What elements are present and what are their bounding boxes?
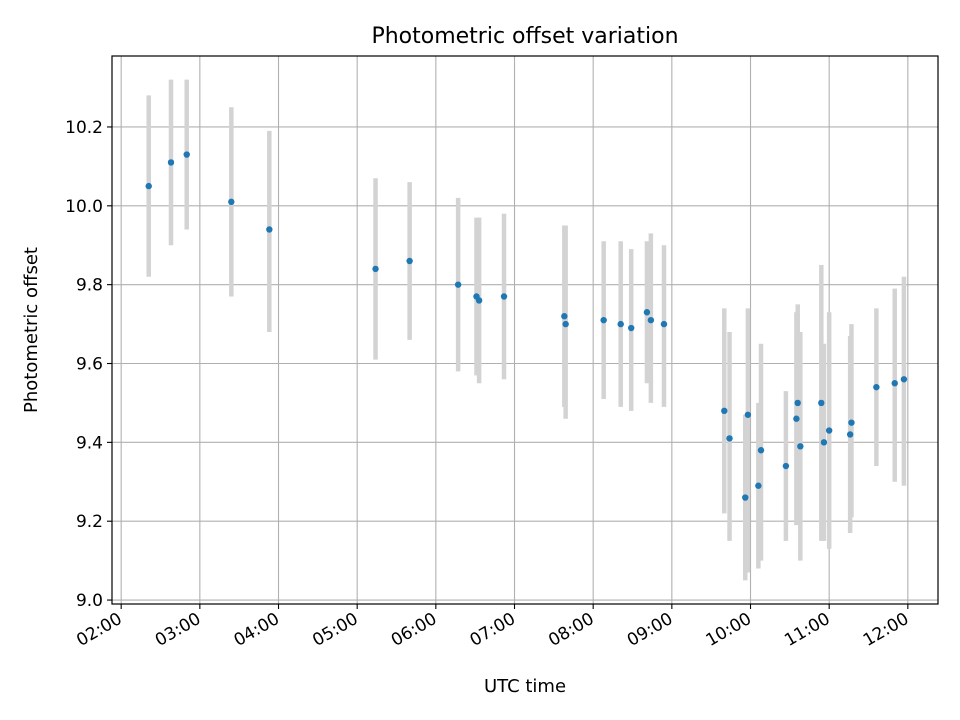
y-tick-label: 9.8 — [76, 276, 103, 296]
data-point — [846, 431, 854, 438]
y-axis-label: Photometric offset — [21, 247, 42, 413]
data-point — [145, 182, 152, 190]
y-tick-label: 9.0 — [76, 591, 103, 611]
data-point — [873, 383, 880, 391]
data-point — [562, 320, 569, 328]
data-point — [600, 316, 607, 324]
data-point — [794, 399, 801, 407]
data-point — [617, 320, 624, 328]
data-point — [891, 380, 898, 387]
data-point — [266, 226, 273, 233]
data-point — [660, 320, 668, 328]
x-axis-label: UTC time — [484, 676, 566, 697]
data-point — [793, 415, 800, 422]
data-point — [372, 265, 379, 273]
data-points — [145, 151, 908, 501]
y-tick-label: 10.2 — [65, 118, 103, 138]
data-point — [643, 309, 651, 316]
data-point — [561, 313, 568, 320]
data-point — [647, 316, 655, 324]
data-point — [742, 494, 749, 501]
y-tick-label: 10.0 — [65, 197, 103, 217]
data-point — [228, 198, 235, 206]
data-point — [797, 443, 804, 450]
data-point — [183, 151, 190, 158]
data-point — [726, 435, 733, 442]
data-point — [757, 447, 765, 454]
data-point — [475, 297, 483, 304]
y-tick-label: 9.6 — [76, 355, 103, 375]
y-tick-label: 9.2 — [76, 512, 103, 532]
data-point — [628, 324, 635, 332]
data-point — [900, 376, 908, 383]
data-point — [167, 159, 175, 166]
data-point — [744, 411, 752, 418]
chart-title: Photometric offset variation — [371, 24, 678, 49]
data-point — [755, 482, 762, 489]
plot-frame — [111, 55, 939, 605]
data-point — [818, 399, 825, 407]
data-point — [454, 281, 462, 288]
data-point — [825, 427, 833, 434]
data-point — [782, 462, 790, 470]
data-point — [848, 419, 855, 426]
data-point — [721, 407, 728, 415]
y-tick-label: 9.4 — [76, 433, 103, 453]
data-point — [406, 257, 413, 265]
data-point — [820, 439, 828, 446]
data-point — [500, 293, 508, 300]
